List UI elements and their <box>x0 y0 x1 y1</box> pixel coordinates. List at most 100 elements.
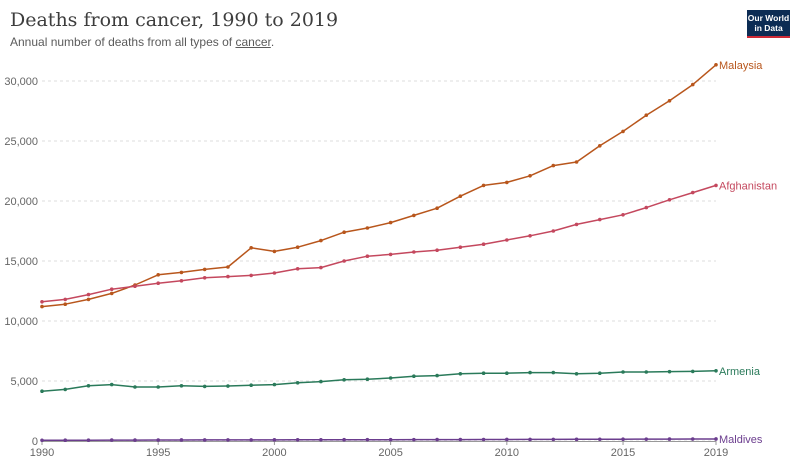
data-point-armenia-2006 <box>412 374 416 379</box>
data-point-afghanistan-1992 <box>86 292 91 297</box>
x-tick-label-2010: 2010 <box>495 447 519 459</box>
x-tick-label-1995: 1995 <box>146 447 170 459</box>
data-point-malaysia-1998 <box>226 265 230 269</box>
data-point-malaysia-2009 <box>481 183 486 188</box>
data-point-afghanistan-2005 <box>388 252 393 257</box>
data-point-maldives-2007 <box>435 437 439 442</box>
data-point-afghanistan-1994 <box>133 284 137 289</box>
data-point-afghanistan-2014 <box>597 217 602 222</box>
data-point-maldives-1996 <box>179 438 184 442</box>
x-tick-label-2015: 2015 <box>611 447 635 459</box>
data-point-afghanistan-2010 <box>505 238 509 242</box>
series-label-malaysia: Malaysia <box>719 60 763 72</box>
data-point-malaysia-2015 <box>621 129 625 134</box>
data-point-armenia-2004 <box>365 377 370 382</box>
data-point-afghanistan-2019 <box>714 183 718 188</box>
data-point-maldives-2002 <box>319 437 323 442</box>
data-point-malaysia-2002 <box>319 238 323 243</box>
data-point-armenia-2017 <box>667 369 672 374</box>
data-point-maldives-2000 <box>272 438 277 442</box>
data-point-armenia-2001 <box>295 381 300 385</box>
data-point-maldives-2015 <box>621 437 625 442</box>
data-point-armenia-1990 <box>40 389 44 394</box>
series-line-malaysia <box>41 64 717 308</box>
series-line-maldives <box>41 438 716 442</box>
chart-subtitle: Annual number of deaths from all types o… <box>10 35 274 49</box>
data-point-afghanistan-2008 <box>458 245 463 249</box>
data-point-armenia-1999 <box>249 383 253 388</box>
x-tick-label-2019: 2019 <box>704 447 728 459</box>
logo-line-2: in Data <box>754 23 783 33</box>
data-point-armenia-2011 <box>528 370 532 375</box>
data-point-malaysia-2006 <box>412 213 416 218</box>
series-label-armenia: Armenia <box>719 366 761 378</box>
data-point-malaysia-2018 <box>690 82 695 87</box>
y-tick-label-10000: 10,000 <box>4 316 38 328</box>
logo-line-1: Our World <box>747 13 790 23</box>
data-point-afghanistan-2004 <box>365 254 370 258</box>
data-point-malaysia-1992 <box>86 297 91 302</box>
data-point-maldives-2005 <box>388 437 393 442</box>
data-point-maldives-2019 <box>714 437 718 441</box>
data-point-armenia-2008 <box>458 372 463 376</box>
data-point-armenia-2003 <box>342 378 346 382</box>
data-point-maldives-2004 <box>365 437 370 442</box>
data-point-maldives-1999 <box>249 438 253 442</box>
data-point-maldives-2009 <box>481 437 486 442</box>
data-point-malaysia-2004 <box>365 226 370 230</box>
data-point-malaysia-1993 <box>109 291 114 296</box>
data-point-afghanistan-1998 <box>226 274 230 279</box>
data-point-armenia-1998 <box>226 384 230 388</box>
data-point-afghanistan-1991 <box>63 297 68 302</box>
data-point-malaysia-2007 <box>435 206 439 210</box>
data-point-malaysia-2013 <box>574 160 579 164</box>
data-point-armenia-2015 <box>621 370 625 374</box>
y-tick-label-5000: 5,000 <box>10 376 38 388</box>
data-point-maldives-1991 <box>63 438 68 443</box>
data-point-armenia-2019 <box>714 369 718 373</box>
series-line-afghanistan <box>41 184 717 303</box>
data-point-malaysia-2011 <box>528 174 532 178</box>
x-tick-label-1990: 1990 <box>30 447 54 459</box>
data-point-malaysia-2014 <box>597 144 602 148</box>
data-point-malaysia-1999 <box>249 246 253 250</box>
data-point-armenia-2005 <box>388 376 393 380</box>
data-point-afghanistan-1996 <box>179 279 184 283</box>
data-point-armenia-2010 <box>505 371 509 376</box>
data-point-armenia-2009 <box>481 371 486 376</box>
data-point-malaysia-1990 <box>40 304 44 309</box>
data-point-afghanistan-2001 <box>295 267 300 271</box>
data-point-afghanistan-2012 <box>551 229 556 233</box>
data-point-malaysia-2008 <box>458 194 463 198</box>
data-point-afghanistan-1995 <box>156 281 161 286</box>
data-point-armenia-1995 <box>156 385 161 389</box>
y-tick-label-30000: 30,000 <box>4 76 38 88</box>
owid-logo[interactable]: Our World in Data <box>747 10 790 36</box>
data-point-maldives-2012 <box>551 437 556 442</box>
data-point-maldives-1993 <box>109 438 114 442</box>
data-point-afghanistan-2011 <box>528 234 532 238</box>
data-point-malaysia-1997 <box>202 267 207 272</box>
y-tick-label-15000: 15,000 <box>4 256 38 268</box>
data-point-malaysia-2019 <box>714 63 718 67</box>
y-tick-label-25000: 25,000 <box>4 136 38 148</box>
x-tick-label-2005: 2005 <box>378 447 402 459</box>
data-point-maldives-1997 <box>202 438 207 442</box>
data-point-afghanistan-1999 <box>249 273 253 278</box>
data-point-afghanistan-2018 <box>690 190 695 195</box>
data-point-maldives-1994 <box>133 438 137 442</box>
data-point-armenia-2002 <box>319 379 323 384</box>
data-point-maldives-2017 <box>667 437 672 441</box>
data-point-armenia-2016 <box>644 370 649 374</box>
data-point-malaysia-2016 <box>644 113 649 117</box>
data-point-malaysia-1995 <box>156 273 161 277</box>
data-point-armenia-2000 <box>272 382 277 387</box>
x-tick-label-2000: 2000 <box>262 447 286 459</box>
data-point-maldives-2016 <box>644 437 649 441</box>
data-point-armenia-2013 <box>574 372 579 376</box>
subtitle-cancer-link[interactable]: cancer <box>235 35 271 49</box>
data-point-afghanistan-1997 <box>202 276 207 280</box>
data-point-maldives-1998 <box>226 438 230 442</box>
data-point-malaysia-2010 <box>505 180 509 185</box>
